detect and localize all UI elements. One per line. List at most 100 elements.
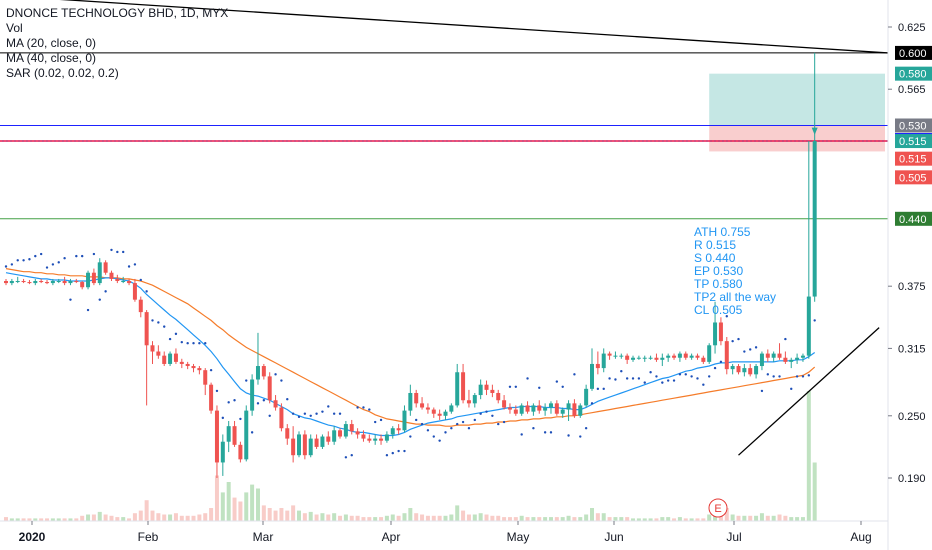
volume-bar bbox=[519, 515, 524, 521]
candle-body bbox=[273, 400, 278, 408]
sar-dot bbox=[69, 298, 72, 301]
candle-body bbox=[654, 357, 659, 360]
volume-bar bbox=[496, 515, 501, 521]
trendline bbox=[59, 0, 889, 54]
sar-dot bbox=[620, 370, 623, 373]
volume-bar bbox=[525, 517, 530, 521]
price-tag bbox=[895, 151, 932, 166]
sar-dot bbox=[233, 399, 236, 402]
candle-body bbox=[285, 428, 290, 439]
candle-body bbox=[677, 353, 682, 358]
candle-body bbox=[115, 278, 120, 282]
volume-bar bbox=[285, 510, 290, 521]
sar-dot bbox=[16, 259, 19, 262]
volume-bar bbox=[279, 508, 284, 521]
volume-bar bbox=[373, 517, 378, 521]
volume-bar bbox=[507, 517, 512, 521]
candle-body bbox=[279, 407, 284, 429]
entry-arrow-icon bbox=[811, 127, 818, 135]
candle-body bbox=[795, 357, 800, 360]
candle-body bbox=[695, 355, 700, 358]
sar-dot bbox=[110, 248, 113, 252]
sar-dot bbox=[479, 412, 482, 415]
volume-bar bbox=[308, 511, 313, 521]
volume-bar bbox=[343, 514, 348, 521]
sar-dot bbox=[262, 399, 266, 402]
candle-body bbox=[507, 407, 512, 410]
candle-body bbox=[683, 353, 688, 358]
y-tick-label: 0.315 bbox=[898, 343, 926, 355]
volume-bar bbox=[45, 518, 50, 521]
volume-bar bbox=[103, 514, 108, 521]
sar-dot bbox=[778, 375, 781, 378]
sar-dot bbox=[772, 375, 775, 378]
sar-dot bbox=[766, 373, 769, 376]
sar-dot bbox=[297, 415, 301, 419]
sar-dot bbox=[192, 342, 195, 345]
volume-bar bbox=[21, 518, 26, 521]
volume-bar bbox=[4, 517, 8, 521]
sar-dot bbox=[784, 337, 787, 341]
sar-dot bbox=[579, 435, 582, 438]
volume-bar bbox=[431, 515, 436, 521]
volume-bar bbox=[115, 517, 120, 521]
volume-bar bbox=[402, 513, 407, 521]
volume-bar bbox=[800, 517, 805, 521]
y-tick-label: 0.250 bbox=[898, 411, 926, 423]
sar-dot bbox=[625, 377, 629, 380]
sar-dot bbox=[409, 435, 412, 438]
volume-bar bbox=[267, 508, 272, 521]
price-tag-label: 0.440 bbox=[899, 214, 927, 226]
sar-dot bbox=[420, 422, 424, 426]
candle-body bbox=[86, 272, 91, 288]
candle-body bbox=[121, 281, 126, 283]
volume-bar bbox=[420, 514, 425, 521]
sar-dot bbox=[256, 402, 260, 405]
sar-dot bbox=[708, 375, 711, 378]
volume-bar bbox=[748, 515, 753, 521]
sar-dot bbox=[690, 375, 693, 378]
candle-body bbox=[390, 428, 395, 435]
candle-body bbox=[590, 363, 594, 389]
sar-dot bbox=[151, 319, 154, 322]
candle-body bbox=[156, 351, 161, 356]
sar-dot bbox=[637, 377, 641, 380]
volume-bar bbox=[554, 517, 559, 521]
sar-dot bbox=[749, 348, 752, 351]
volume-bar bbox=[812, 462, 817, 521]
sar-dot bbox=[584, 427, 588, 430]
candle-body bbox=[220, 441, 225, 463]
candle-body bbox=[525, 405, 530, 412]
trendline bbox=[738, 327, 880, 456]
volume-bar bbox=[314, 514, 319, 521]
volume-bar bbox=[590, 508, 594, 521]
candle-body bbox=[449, 405, 454, 412]
volume-bar bbox=[261, 505, 266, 521]
volume-bar bbox=[408, 508, 413, 521]
sar-dot bbox=[28, 258, 31, 261]
volume-bar bbox=[232, 497, 237, 521]
volume-bar bbox=[789, 517, 794, 521]
sar-dot bbox=[86, 308, 90, 312]
sar-dot bbox=[303, 412, 307, 415]
price-tag bbox=[895, 66, 932, 81]
sar-dot bbox=[215, 389, 219, 393]
candle-body bbox=[607, 353, 612, 356]
candle-body bbox=[443, 411, 448, 416]
volume-bar bbox=[156, 513, 161, 521]
candle-body bbox=[4, 281, 8, 284]
candle-body bbox=[543, 407, 548, 411]
sar-dot bbox=[467, 427, 471, 430]
sar-dot bbox=[332, 412, 336, 415]
sar-dot bbox=[139, 278, 142, 282]
sar-dot bbox=[45, 266, 49, 269]
candle-body bbox=[320, 436, 325, 447]
sar-dot bbox=[291, 412, 295, 415]
sar-dot bbox=[286, 398, 289, 401]
sar-dot bbox=[514, 385, 518, 388]
candle-body bbox=[127, 281, 132, 284]
volume-bar bbox=[33, 518, 38, 521]
candle-body bbox=[689, 355, 694, 358]
volume-bar bbox=[214, 475, 219, 521]
